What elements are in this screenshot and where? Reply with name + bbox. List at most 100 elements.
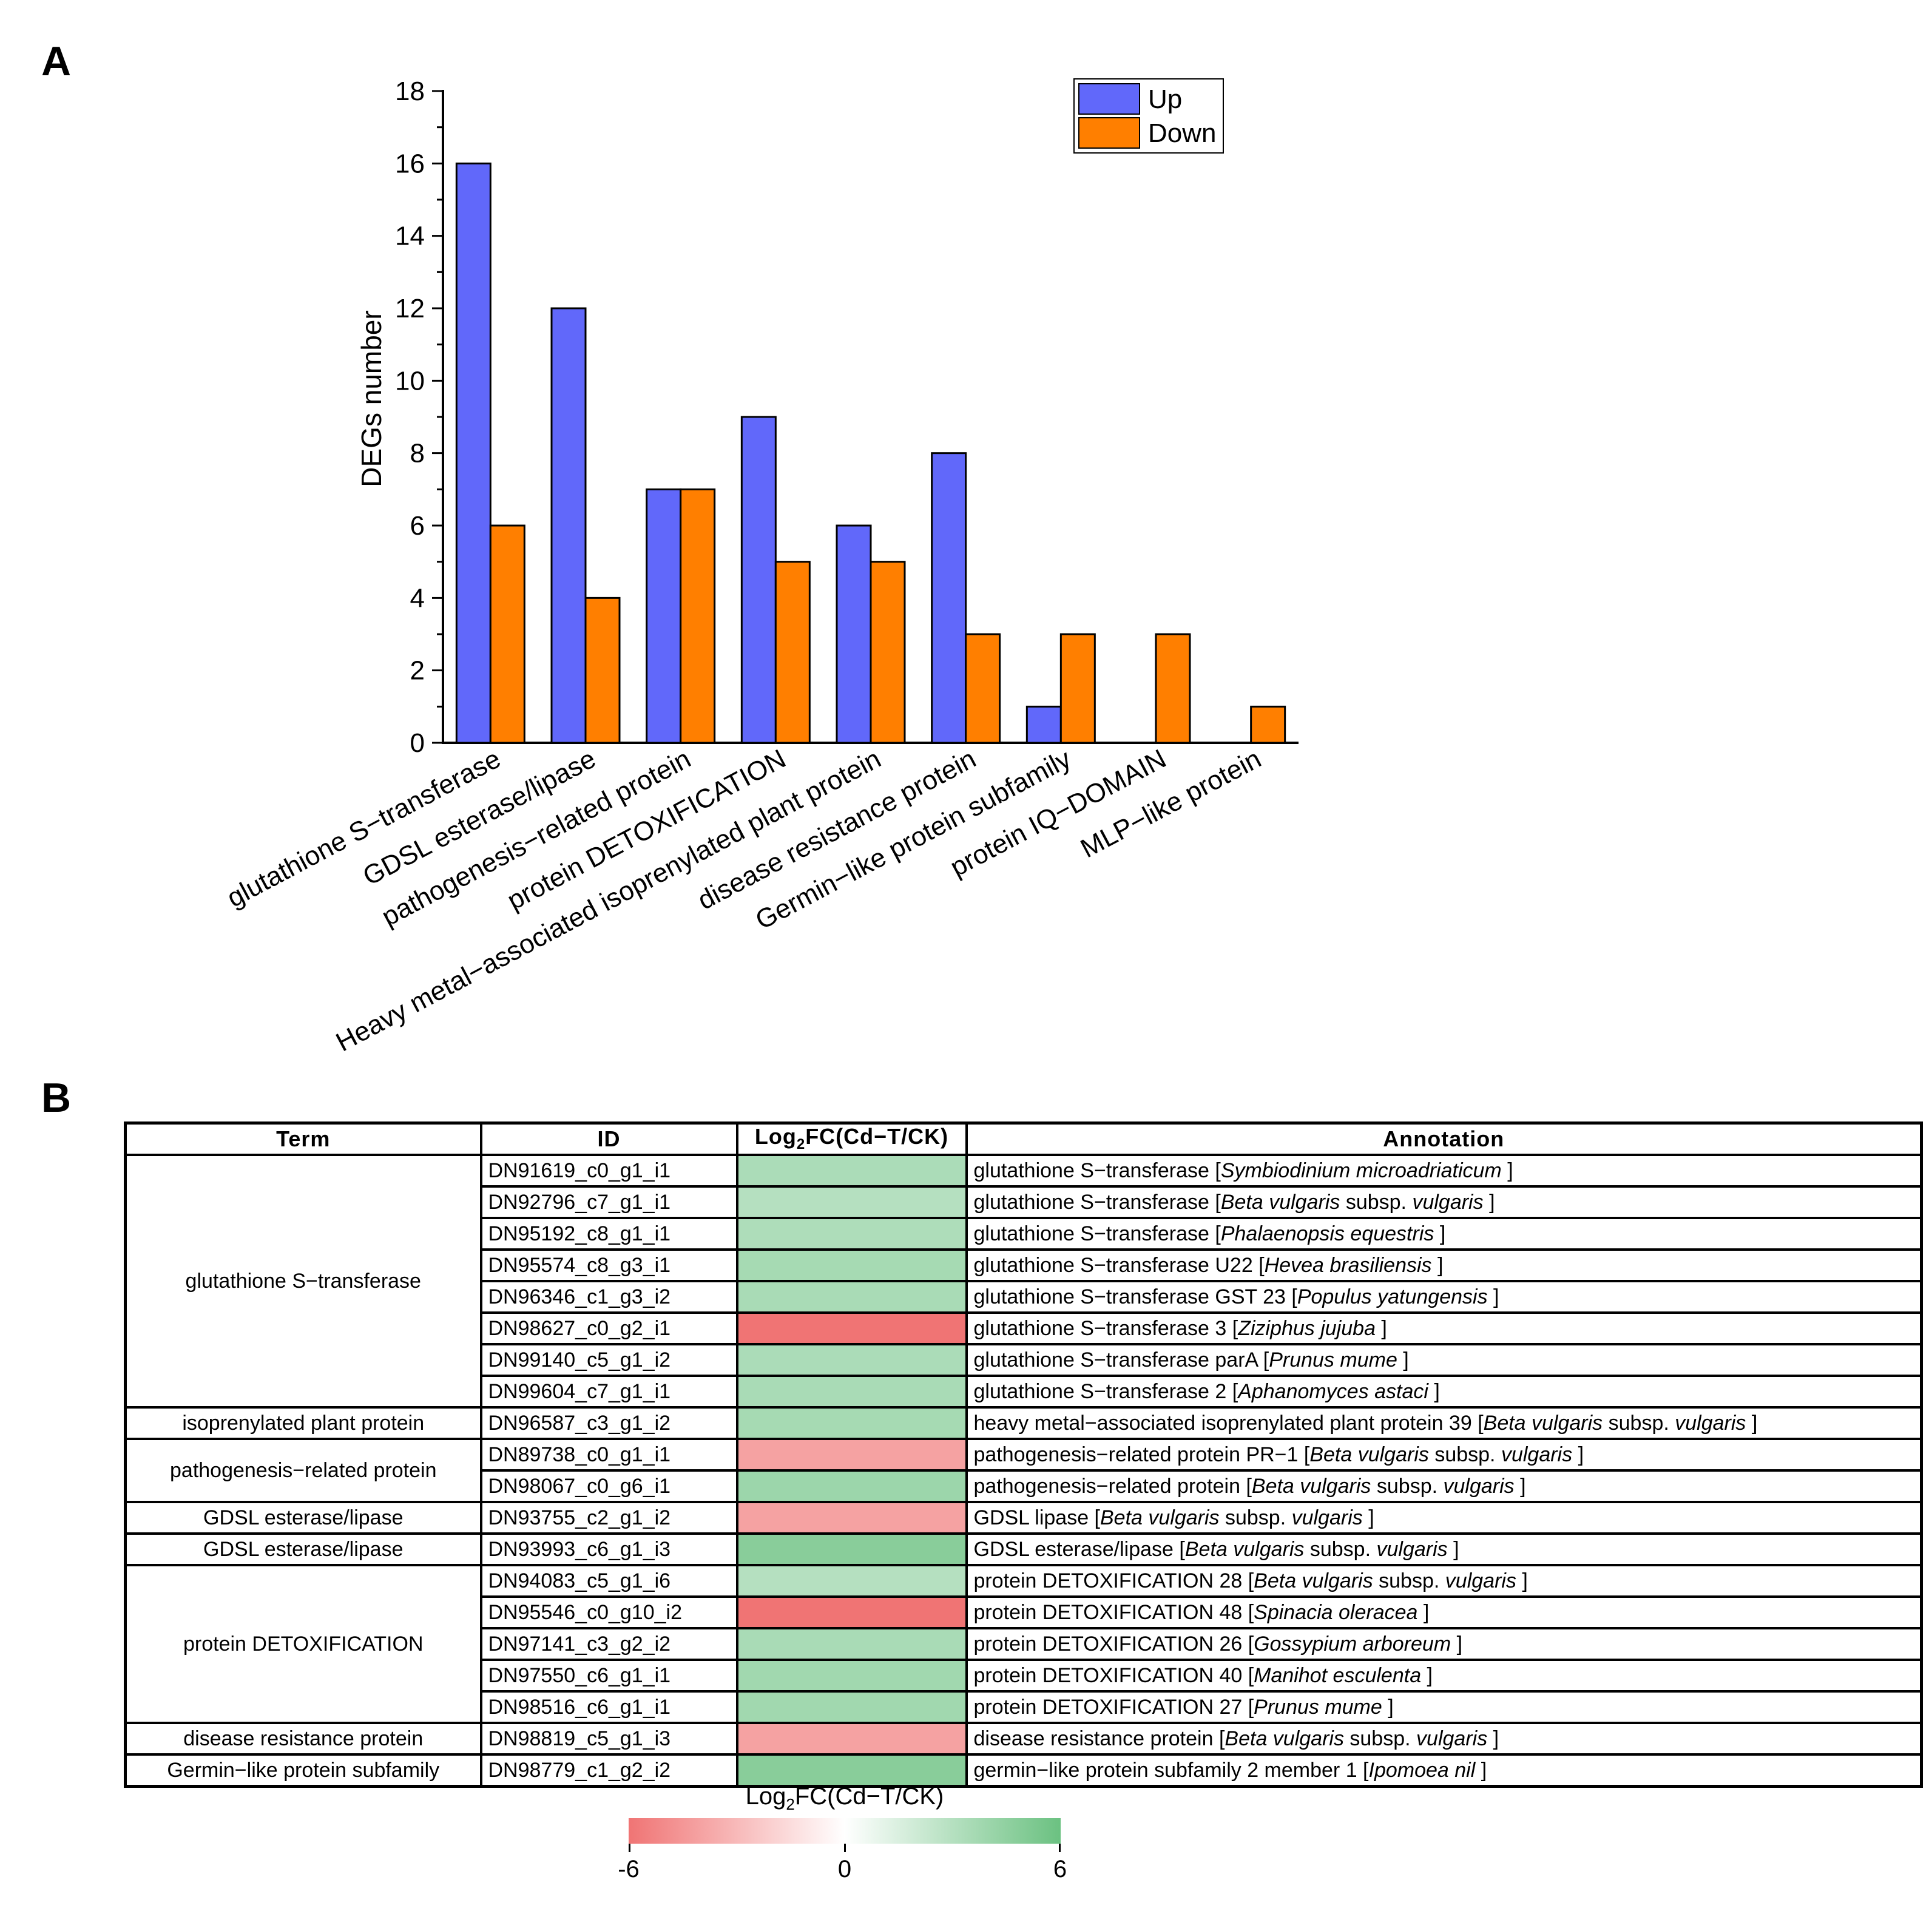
bar-up bbox=[836, 524, 872, 744]
cell-log2fc bbox=[735, 1659, 968, 1693]
log2fc-color-swatch bbox=[739, 1694, 964, 1720]
colorbar-tick-min bbox=[629, 1844, 630, 1852]
colorbar-gradient bbox=[629, 1818, 1061, 1844]
annotation-species: Ziziphus jujuba bbox=[1238, 1317, 1376, 1340]
cell-annotation: GDSL esterase/lipase [Beta vulgaris subs… bbox=[965, 1532, 1923, 1566]
cell-log2fc bbox=[735, 1217, 968, 1251]
table-row: DN99140_c5_g1_i2 glutathione S−transferas… bbox=[126, 1343, 1923, 1377]
annotation-species: Prunus mume bbox=[1269, 1348, 1397, 1372]
bar-up bbox=[1025, 705, 1062, 744]
bar-down bbox=[870, 561, 906, 744]
colorbar-tick-mid bbox=[844, 1844, 846, 1852]
annotation-bracket: ] bbox=[1501, 1159, 1513, 1182]
colorbar-label-mid: 0 bbox=[837, 1856, 852, 1883]
cell-term: pathogenesis−related protein bbox=[124, 1438, 482, 1503]
bar-down bbox=[584, 597, 621, 744]
log2fc-color-swatch bbox=[739, 1756, 964, 1784]
annotation-text: glutathione S−transferase [ bbox=[973, 1191, 1221, 1214]
table-row: DN97550_c6_g1_i1 protein DETOXIFICATION 4… bbox=[126, 1659, 1923, 1693]
y-tick-label: 6 bbox=[410, 511, 425, 541]
table-row: DN96346_c1_g3_i2 glutathione S−transferas… bbox=[126, 1280, 1923, 1314]
annotation-bracket: ] bbox=[1417, 1601, 1430, 1624]
cell-annotation: glutathione S−transferase GST 23 [Populu… bbox=[965, 1280, 1923, 1314]
cell-annotation: germin−like protein subfamily 2 member 1… bbox=[965, 1753, 1923, 1788]
y-tick-label: 2 bbox=[410, 656, 425, 686]
cell-annotation: glutathione S−transferase U22 [Hevea bra… bbox=[965, 1248, 1923, 1282]
annotation-text: GDSL esterase/lipase [ bbox=[973, 1538, 1185, 1561]
cell-annotation: heavy metal−associated isoprenylated pla… bbox=[965, 1406, 1923, 1440]
header-id: ID bbox=[479, 1121, 738, 1156]
log2fc-color-swatch bbox=[739, 1725, 964, 1752]
colorbar-title-sub: 2 bbox=[786, 1795, 795, 1813]
cell-log2fc bbox=[735, 1311, 968, 1345]
bar-down bbox=[774, 561, 811, 744]
cell-id: DN98516_c6_g1_i1 bbox=[479, 1690, 738, 1724]
annotation-subsp: subsp. bbox=[1603, 1412, 1675, 1435]
log2fc-color-swatch bbox=[739, 1631, 964, 1657]
cell-term: GDSL esterase/lipase bbox=[124, 1532, 482, 1566]
annotation-subsp: subsp. bbox=[1340, 1191, 1413, 1214]
y-tick-label: 8 bbox=[410, 439, 425, 469]
y-tick-label: 10 bbox=[395, 366, 425, 396]
cell-term: isoprenylated plant protein bbox=[124, 1406, 482, 1440]
colorbar-label-min: -6 bbox=[618, 1856, 640, 1883]
cell-id: DN89738_c0_g1_i1 bbox=[479, 1438, 738, 1472]
cell-log2fc bbox=[735, 1406, 968, 1440]
log2fc-color-swatch bbox=[739, 1441, 964, 1468]
annotation-species: Beta vulgaris bbox=[1100, 1506, 1220, 1529]
cell-log2fc bbox=[735, 1280, 968, 1314]
table-row: DN92796_c7_g1_i1 glutathione S−transferas… bbox=[126, 1185, 1923, 1219]
header-term: Term bbox=[124, 1121, 482, 1156]
annotation-bracket: ] bbox=[1746, 1412, 1758, 1435]
table-row: DN95546_c0_g10_i2 protein DETOXIFICATION … bbox=[126, 1595, 1923, 1629]
table-row: protein DETOXIFICATION DN94083_c5_g1_i6 pr… bbox=[124, 1564, 1923, 1724]
deg-table: Term ID Log2FC(Cd−T/CK) Annotation gluta… bbox=[124, 1121, 1923, 1788]
annotation-bracket: ] bbox=[1431, 1254, 1444, 1277]
cell-annotation: glutathione S−transferase 2 [Aphanomyces… bbox=[965, 1375, 1923, 1409]
cell-log2fc bbox=[735, 1185, 968, 1219]
annotation-species: Aphanomyces astaci bbox=[1238, 1380, 1428, 1403]
cell-id: DN98067_c0_g6_i1 bbox=[479, 1469, 738, 1503]
annotation-species: Symbiodinium microadriaticum bbox=[1220, 1159, 1502, 1182]
header-log2fc-rest: FC(Cd−T/CK) bbox=[805, 1124, 949, 1149]
annotation-subsp: subsp. bbox=[1373, 1569, 1445, 1592]
cell-annotation: protein DETOXIFICATION 26 [Gossypium arb… bbox=[965, 1627, 1923, 1661]
annotation-species: Beta vulgaris bbox=[1483, 1412, 1603, 1435]
annotation-subsp: subsp. bbox=[1343, 1727, 1417, 1750]
y-axis-title: DEGs number bbox=[356, 310, 387, 487]
bar-down bbox=[1250, 705, 1286, 744]
log2fc-color-swatch bbox=[739, 1252, 964, 1279]
table-row: Germin−like protein subfamily DN98779_c1_… bbox=[124, 1753, 1923, 1788]
annotation-species: Gossypium arboreum bbox=[1254, 1632, 1451, 1656]
cell-id: DN96346_c1_g3_i2 bbox=[479, 1280, 738, 1314]
cell-annotation: pathogenesis−related protein PR−1 [Beta … bbox=[965, 1438, 1923, 1472]
header-log2fc-main: Log bbox=[754, 1124, 797, 1149]
y-tick-label: 16 bbox=[395, 149, 425, 178]
cell-term: disease resistance protein bbox=[124, 1722, 482, 1756]
table-header-row: Term ID Log2FC(Cd−T/CK) Annotation bbox=[124, 1121, 1923, 1156]
annotation-species: Phalaenopsis equestris bbox=[1220, 1222, 1434, 1245]
annotation-subsp: subsp. bbox=[1428, 1443, 1501, 1466]
cell-annotation: glutathione S−transferase parA [Prunus m… bbox=[965, 1343, 1923, 1377]
cell-annotation: glutathione S−transferase [Phalaenopsis … bbox=[965, 1217, 1923, 1251]
table-row: DN99604_c7_g1_i1 glutathione S−transferas… bbox=[126, 1375, 1923, 1409]
table-row: DN95192_c8_g1_i1 glutathione S−transferas… bbox=[126, 1217, 1923, 1251]
cell-id: DN99604_c7_g1_i1 bbox=[479, 1375, 738, 1409]
cell-annotation: protein DETOXIFICATION 28 [Beta vulgaris… bbox=[965, 1564, 1923, 1598]
log2fc-color-swatch bbox=[739, 1378, 964, 1405]
cell-annotation: pathogenesis−related protein [Beta vulga… bbox=[965, 1469, 1923, 1503]
cell-id: DN91619_c0_g1_i1 bbox=[479, 1154, 738, 1188]
table-row: DN95574_c8_g3_i1 glutathione S−transferas… bbox=[126, 1248, 1923, 1282]
annotation-bracket: ] bbox=[1428, 1380, 1440, 1403]
log2fc-color-swatch bbox=[739, 1662, 964, 1689]
cell-id: DN97141_c3_g2_i2 bbox=[479, 1627, 738, 1661]
bar-up bbox=[646, 488, 682, 744]
annotation-text: protein DETOXIFICATION 28 [ bbox=[973, 1569, 1254, 1592]
annotation-bracket: ] bbox=[1475, 1759, 1487, 1782]
cell-log2fc bbox=[735, 1343, 968, 1377]
cell-id: DN97550_c6_g1_i1 bbox=[479, 1659, 738, 1693]
log2fc-color-swatch bbox=[739, 1473, 964, 1500]
cell-id: DN99140_c5_g1_i2 bbox=[479, 1343, 738, 1377]
table-row: isoprenylated plant protein DN96587_c3_g1… bbox=[124, 1406, 1923, 1440]
annotation-species: Beta vulgaris bbox=[1309, 1443, 1429, 1466]
